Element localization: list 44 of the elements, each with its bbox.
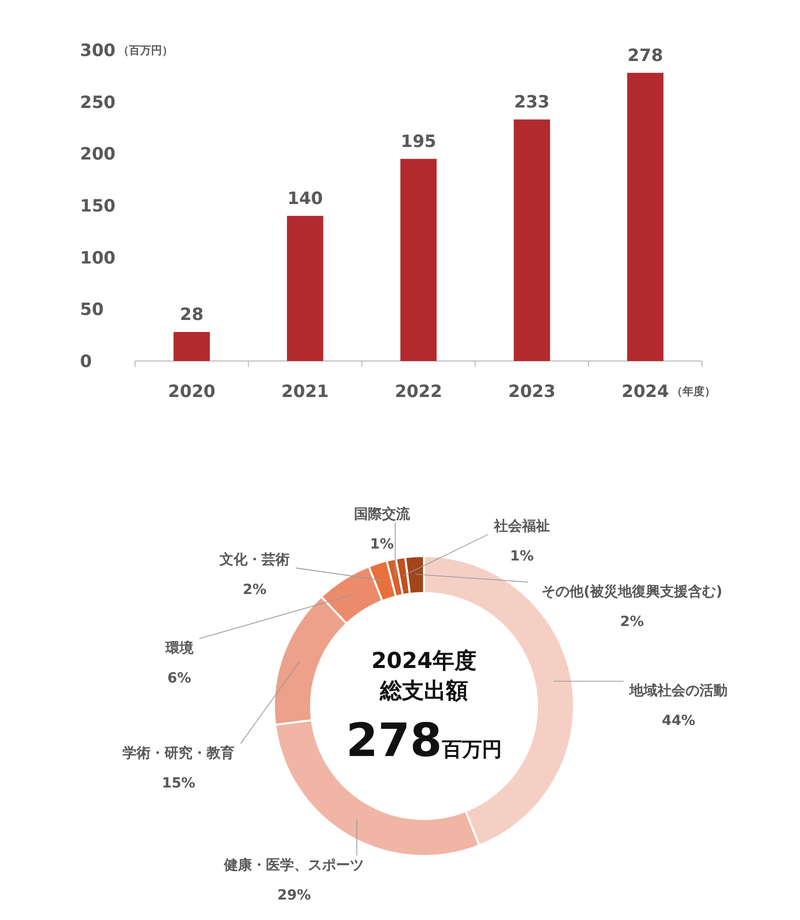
y-tick-label: 300	[80, 40, 116, 61]
y-tick-label: 100	[80, 248, 116, 268]
text: 2024年度	[371, 648, 477, 674]
y-tick-label: 150	[80, 196, 116, 216]
data-label: 6%	[167, 670, 192, 687]
data-label: 44%	[662, 713, 696, 730]
x-tick-label: 2022	[394, 382, 442, 402]
x-tick-label: 2020	[168, 382, 216, 402]
data-label: 233	[514, 92, 550, 112]
slice-label: その他(被災地復興支援含む)	[542, 583, 722, 600]
bar	[174, 332, 210, 361]
text: 総支出額	[379, 679, 468, 704]
y-tick-label: 200	[80, 144, 116, 165]
y-tick-label: 0	[80, 352, 92, 372]
y-axis-title: （百万円）	[118, 44, 173, 57]
x-tick-label: 2023	[508, 382, 556, 402]
y-tick-label: 250	[80, 92, 116, 113]
slice-label: 学術・研究・教育	[122, 744, 235, 762]
text: 278	[346, 713, 442, 767]
data-label: 278	[628, 46, 664, 66]
x-tick-label: 2024	[622, 382, 670, 402]
data-label: 1%	[370, 536, 394, 553]
data-label: 15%	[162, 776, 196, 792]
data-label: 140	[287, 188, 324, 209]
x-tick-label: 2021	[281, 382, 329, 402]
slice-label: 社会福祉	[492, 518, 550, 535]
slice-label: 文化・芸術	[218, 550, 290, 568]
data-label: 2%	[242, 582, 267, 598]
slice-label: 環境	[164, 640, 194, 657]
slice-label: 地域社会の活動	[628, 683, 728, 700]
data-label: 2%	[620, 614, 644, 630]
bar	[286, 216, 324, 361]
y-tick-label: 50	[80, 300, 104, 320]
slice-label: 健康・医学、スポーツ	[223, 856, 364, 874]
text: 百万円	[441, 737, 502, 761]
data-label: 29%	[277, 888, 311, 904]
bar	[514, 119, 550, 361]
data-label: 28	[180, 304, 204, 325]
data-label: 1%	[510, 548, 534, 565]
x-axis-title: （年度）	[671, 384, 716, 398]
data-label: 195	[400, 132, 436, 152]
bar	[627, 72, 664, 361]
slice-label: 国際交流	[354, 506, 411, 523]
bar	[400, 158, 437, 361]
